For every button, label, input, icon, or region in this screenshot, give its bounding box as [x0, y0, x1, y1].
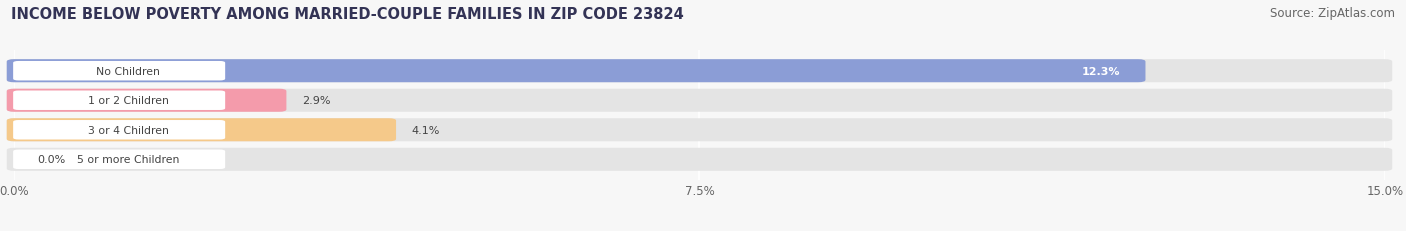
- Text: 12.3%: 12.3%: [1081, 67, 1121, 76]
- FancyBboxPatch shape: [7, 119, 396, 142]
- Text: 0.0%: 0.0%: [37, 155, 65, 164]
- FancyBboxPatch shape: [13, 62, 225, 81]
- FancyBboxPatch shape: [7, 60, 1146, 83]
- FancyBboxPatch shape: [13, 150, 225, 169]
- Text: Source: ZipAtlas.com: Source: ZipAtlas.com: [1270, 7, 1395, 20]
- FancyBboxPatch shape: [13, 91, 225, 110]
- FancyBboxPatch shape: [7, 89, 1392, 112]
- FancyBboxPatch shape: [7, 148, 1392, 171]
- Text: 2.9%: 2.9%: [302, 96, 330, 106]
- FancyBboxPatch shape: [7, 89, 287, 112]
- Text: 5 or more Children: 5 or more Children: [77, 155, 180, 164]
- Text: No Children: No Children: [97, 67, 160, 76]
- Text: 3 or 4 Children: 3 or 4 Children: [87, 125, 169, 135]
- FancyBboxPatch shape: [7, 119, 1392, 142]
- Text: 1 or 2 Children: 1 or 2 Children: [87, 96, 169, 106]
- FancyBboxPatch shape: [7, 60, 1392, 83]
- FancyBboxPatch shape: [13, 121, 225, 140]
- Text: INCOME BELOW POVERTY AMONG MARRIED-COUPLE FAMILIES IN ZIP CODE 23824: INCOME BELOW POVERTY AMONG MARRIED-COUPL…: [11, 7, 683, 22]
- Text: 4.1%: 4.1%: [412, 125, 440, 135]
